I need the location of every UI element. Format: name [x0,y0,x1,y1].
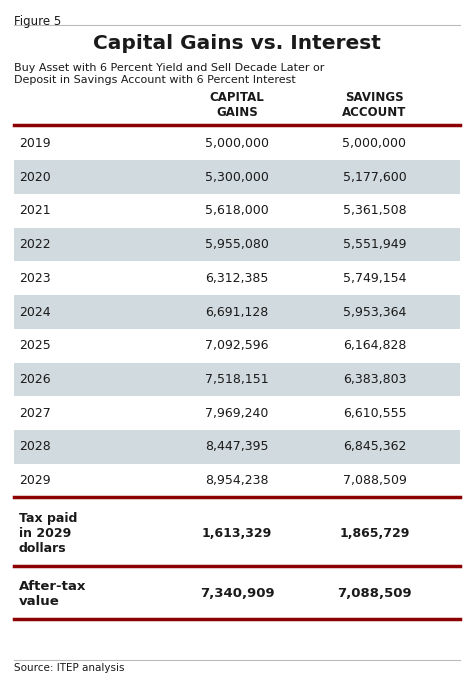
Text: 5,177,600: 5,177,600 [343,171,406,184]
Text: 5,361,508: 5,361,508 [343,204,406,217]
Text: 6,312,385: 6,312,385 [205,272,269,285]
Text: 6,610,555: 6,610,555 [343,407,406,420]
Text: 6,383,803: 6,383,803 [343,373,406,386]
Text: 7,340,909: 7,340,909 [200,588,274,600]
Text: 2024: 2024 [19,305,51,319]
Text: 6,164,828: 6,164,828 [343,339,406,352]
Text: After-tax
value: After-tax value [19,580,86,608]
Text: 2023: 2023 [19,272,51,285]
Text: 7,088,509: 7,088,509 [343,474,406,487]
Text: 2021: 2021 [19,204,51,217]
Text: 7,092,596: 7,092,596 [205,339,269,352]
Text: 1,865,729: 1,865,729 [339,527,410,539]
Text: 6,691,128: 6,691,128 [205,305,269,319]
Text: 5,000,000: 5,000,000 [342,137,407,150]
Text: 5,300,000: 5,300,000 [205,171,269,184]
Text: 7,969,240: 7,969,240 [205,407,269,420]
Text: 5,953,364: 5,953,364 [343,305,406,319]
Text: 1,613,329: 1,613,329 [202,527,272,539]
Text: 2025: 2025 [19,339,51,352]
Text: 2022: 2022 [19,238,51,251]
Text: 2019: 2019 [19,137,51,150]
Text: 2029: 2029 [19,474,51,487]
Text: 8,954,238: 8,954,238 [205,474,269,487]
Text: 2026: 2026 [19,373,51,386]
Text: 5,955,080: 5,955,080 [205,238,269,251]
Text: 2020: 2020 [19,171,51,184]
Text: Source: ITEP analysis: Source: ITEP analysis [14,663,125,674]
Text: Buy Asset with 6 Percent Yield and Sell Decade Later or: Buy Asset with 6 Percent Yield and Sell … [14,63,325,74]
Text: 5,618,000: 5,618,000 [205,204,269,217]
Text: 2027: 2027 [19,407,51,420]
Text: 6,845,362: 6,845,362 [343,440,406,453]
Text: 5,551,949: 5,551,949 [343,238,406,251]
Text: Deposit in Savings Account with 6 Percent Interest: Deposit in Savings Account with 6 Percen… [14,75,296,85]
Text: 5,749,154: 5,749,154 [343,272,406,285]
Text: Figure 5: Figure 5 [14,15,62,28]
Text: Capital Gains vs. Interest: Capital Gains vs. Interest [93,34,381,54]
Text: 7,518,151: 7,518,151 [205,373,269,386]
Text: 2028: 2028 [19,440,51,453]
Text: SAVINGS
ACCOUNT: SAVINGS ACCOUNT [342,91,407,119]
Text: CAPITAL
GAINS: CAPITAL GAINS [210,91,264,119]
Text: Tax paid
in 2029
dollars: Tax paid in 2029 dollars [19,512,77,555]
Text: 8,447,395: 8,447,395 [205,440,269,453]
Text: 7,088,509: 7,088,509 [337,588,412,600]
Text: 5,000,000: 5,000,000 [205,137,269,150]
